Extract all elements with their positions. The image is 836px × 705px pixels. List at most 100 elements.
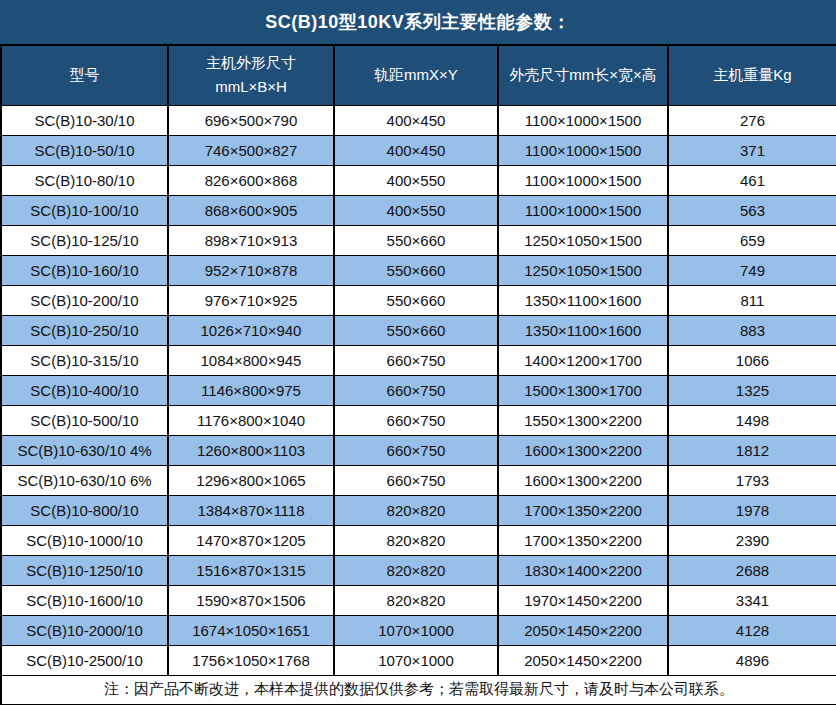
table-cell: 4128 xyxy=(668,615,836,645)
table-cell: SC(B)10-80/10 xyxy=(1,165,168,195)
table-body: SC(B)10-30/10696×500×790400×4501100×1000… xyxy=(1,105,836,675)
table-cell: 1793 xyxy=(668,465,836,495)
table-row: SC(B)10-315/101084×800×945660×7501400×12… xyxy=(1,345,836,375)
table-row: SC(B)10-1000/101470×870×1205820×8201700×… xyxy=(1,525,836,555)
table-header-row: 型号主机外形尺寸mmL×B×H轨距mmX×Y外壳尺寸mm长×宽×高主机重量Kg xyxy=(1,45,836,105)
table-row: SC(B)10-1250/101516×870×1315820×8201830×… xyxy=(1,555,836,585)
table-cell: 1325 xyxy=(668,375,836,405)
table-cell: SC(B)10-1250/10 xyxy=(1,555,168,585)
table-cell: 820×820 xyxy=(334,495,498,525)
table-cell: 1026×710×940 xyxy=(168,315,334,345)
table-row: SC(B)10-100/10868×600×905400×5501100×100… xyxy=(1,195,836,225)
column-header-2: 主机外形尺寸mmL×B×H xyxy=(168,45,334,105)
table-cell: 1978 xyxy=(668,495,836,525)
table-row: SC(B)10-630/10 6%1296×800×1065660×750160… xyxy=(1,465,836,495)
table-cell: 276 xyxy=(668,105,836,135)
table-cell: 811 xyxy=(668,285,836,315)
table-cell: 1470×870×1205 xyxy=(168,525,334,555)
table-cell: 1756×1050×1768 xyxy=(168,645,334,675)
page-title: SC(B)10型10KV系列主要性能参数： xyxy=(0,0,836,44)
table-cell: 1700×1350×2200 xyxy=(498,495,668,525)
table-cell: 1498 xyxy=(668,405,836,435)
table-cell: SC(B)10-200/10 xyxy=(1,285,168,315)
table-cell: 952×710×878 xyxy=(168,255,334,285)
table-cell: 1600×1300×2200 xyxy=(498,435,668,465)
table-cell: 1084×800×945 xyxy=(168,345,334,375)
spec-sheet: SC(B)10型10KV系列主要性能参数： 型号主机外形尺寸mmL×B×H轨距m… xyxy=(0,0,836,705)
table-cell: 371 xyxy=(668,135,836,165)
table-cell: 550×660 xyxy=(334,255,498,285)
table-cell: 696×500×790 xyxy=(168,105,334,135)
table-cell: SC(B)10-315/10 xyxy=(1,345,168,375)
table-cell: 749 xyxy=(668,255,836,285)
table-cell: 1350×1100×1600 xyxy=(498,315,668,345)
table-cell: 1550×1300×2200 xyxy=(498,405,668,435)
table-cell: 400×450 xyxy=(334,135,498,165)
table-cell: SC(B)10-800/10 xyxy=(1,495,168,525)
table-cell: 1296×800×1065 xyxy=(168,465,334,495)
table-cell: 826×600×868 xyxy=(168,165,334,195)
table-cell: 550×660 xyxy=(334,225,498,255)
column-header-5: 主机重量Kg xyxy=(668,45,836,105)
table-cell: SC(B)10-630/10 4% xyxy=(1,435,168,465)
table-cell: 2688 xyxy=(668,555,836,585)
table-row: SC(B)10-30/10696×500×790400×4501100×1000… xyxy=(1,105,836,135)
table-cell: 3341 xyxy=(668,585,836,615)
table-cell: SC(B)10-1600/10 xyxy=(1,585,168,615)
table-cell: 563 xyxy=(668,195,836,225)
table-cell: SC(B)10-400/10 xyxy=(1,375,168,405)
table-cell: 660×750 xyxy=(334,345,498,375)
table-cell: 2050×1450×2200 xyxy=(498,645,668,675)
table-row: SC(B)10-630/10 4%1260×800×1103660×750160… xyxy=(1,435,836,465)
table-cell: 1400×1200×1700 xyxy=(498,345,668,375)
table-cell: 400×450 xyxy=(334,105,498,135)
table-cell: 660×750 xyxy=(334,405,498,435)
column-header-3: 轨距mmX×Y xyxy=(334,45,498,105)
table-cell: 1500×1300×1700 xyxy=(498,375,668,405)
table-row: SC(B)10-800/101384×870×1118820×8201700×1… xyxy=(1,495,836,525)
table-cell: 820×820 xyxy=(334,585,498,615)
table-cell: 2390 xyxy=(668,525,836,555)
table-cell: 1066 xyxy=(668,345,836,375)
table-row: SC(B)10-200/10976×710×925550×6601350×110… xyxy=(1,285,836,315)
table-cell: 1384×870×1118 xyxy=(168,495,334,525)
table-cell: 898×710×913 xyxy=(168,225,334,255)
table-cell: 1146×800×975 xyxy=(168,375,334,405)
table-cell: 4896 xyxy=(668,645,836,675)
table-cell: 1700×1350×2200 xyxy=(498,525,668,555)
table-row: SC(B)10-2500/101756×1050×17681070×100020… xyxy=(1,645,836,675)
table-cell: 550×660 xyxy=(334,285,498,315)
table-cell: 1070×1000 xyxy=(334,645,498,675)
table-cell: 1250×1050×1500 xyxy=(498,255,668,285)
table-cell: 1100×1000×1500 xyxy=(498,195,668,225)
table-cell: 1600×1300×2200 xyxy=(498,465,668,495)
table-cell: 976×710×925 xyxy=(168,285,334,315)
table-cell: 400×550 xyxy=(334,195,498,225)
column-header-1: 型号 xyxy=(1,45,168,105)
table-cell: 820×820 xyxy=(334,525,498,555)
table-cell: 550×660 xyxy=(334,315,498,345)
table-cell: 1590×870×1506 xyxy=(168,585,334,615)
table-cell: 1260×800×1103 xyxy=(168,435,334,465)
table-cell: 1350×1100×1600 xyxy=(498,285,668,315)
table-row: SC(B)10-2000/101674×1050×16511070×100020… xyxy=(1,615,836,645)
table-row: SC(B)10-125/10898×710×913550×6601250×105… xyxy=(1,225,836,255)
spec-table: 型号主机外形尺寸mmL×B×H轨距mmX×Y外壳尺寸mm长×宽×高主机重量Kg … xyxy=(0,44,836,705)
table-cell: SC(B)10-1000/10 xyxy=(1,525,168,555)
table-cell: 660×750 xyxy=(334,375,498,405)
table-cell: 659 xyxy=(668,225,836,255)
table-cell: SC(B)10-500/10 xyxy=(1,405,168,435)
table-row: SC(B)10-50/10746×500×827400×4501100×1000… xyxy=(1,135,836,165)
table-cell: SC(B)10-2000/10 xyxy=(1,615,168,645)
table-cell: 1100×1000×1500 xyxy=(498,135,668,165)
table-cell: 660×750 xyxy=(334,435,498,465)
table-cell: SC(B)10-630/10 6% xyxy=(1,465,168,495)
table-row: SC(B)10-80/10826×600×868400×5501100×1000… xyxy=(1,165,836,195)
table-row: SC(B)10-1600/101590×870×1506820×8201970×… xyxy=(1,585,836,615)
table-cell: 461 xyxy=(668,165,836,195)
table-row: SC(B)10-250/101026×710×940550×6601350×11… xyxy=(1,315,836,345)
footer-note: 注：因产品不断改进，本样本提供的数据仅供参考；若需取得最新尺寸，请及时与本公司联… xyxy=(1,675,836,705)
table-row: SC(B)10-500/101176×800×1040660×7501550×1… xyxy=(1,405,836,435)
table-cell: 1970×1450×2200 xyxy=(498,585,668,615)
table-cell: SC(B)10-160/10 xyxy=(1,255,168,285)
